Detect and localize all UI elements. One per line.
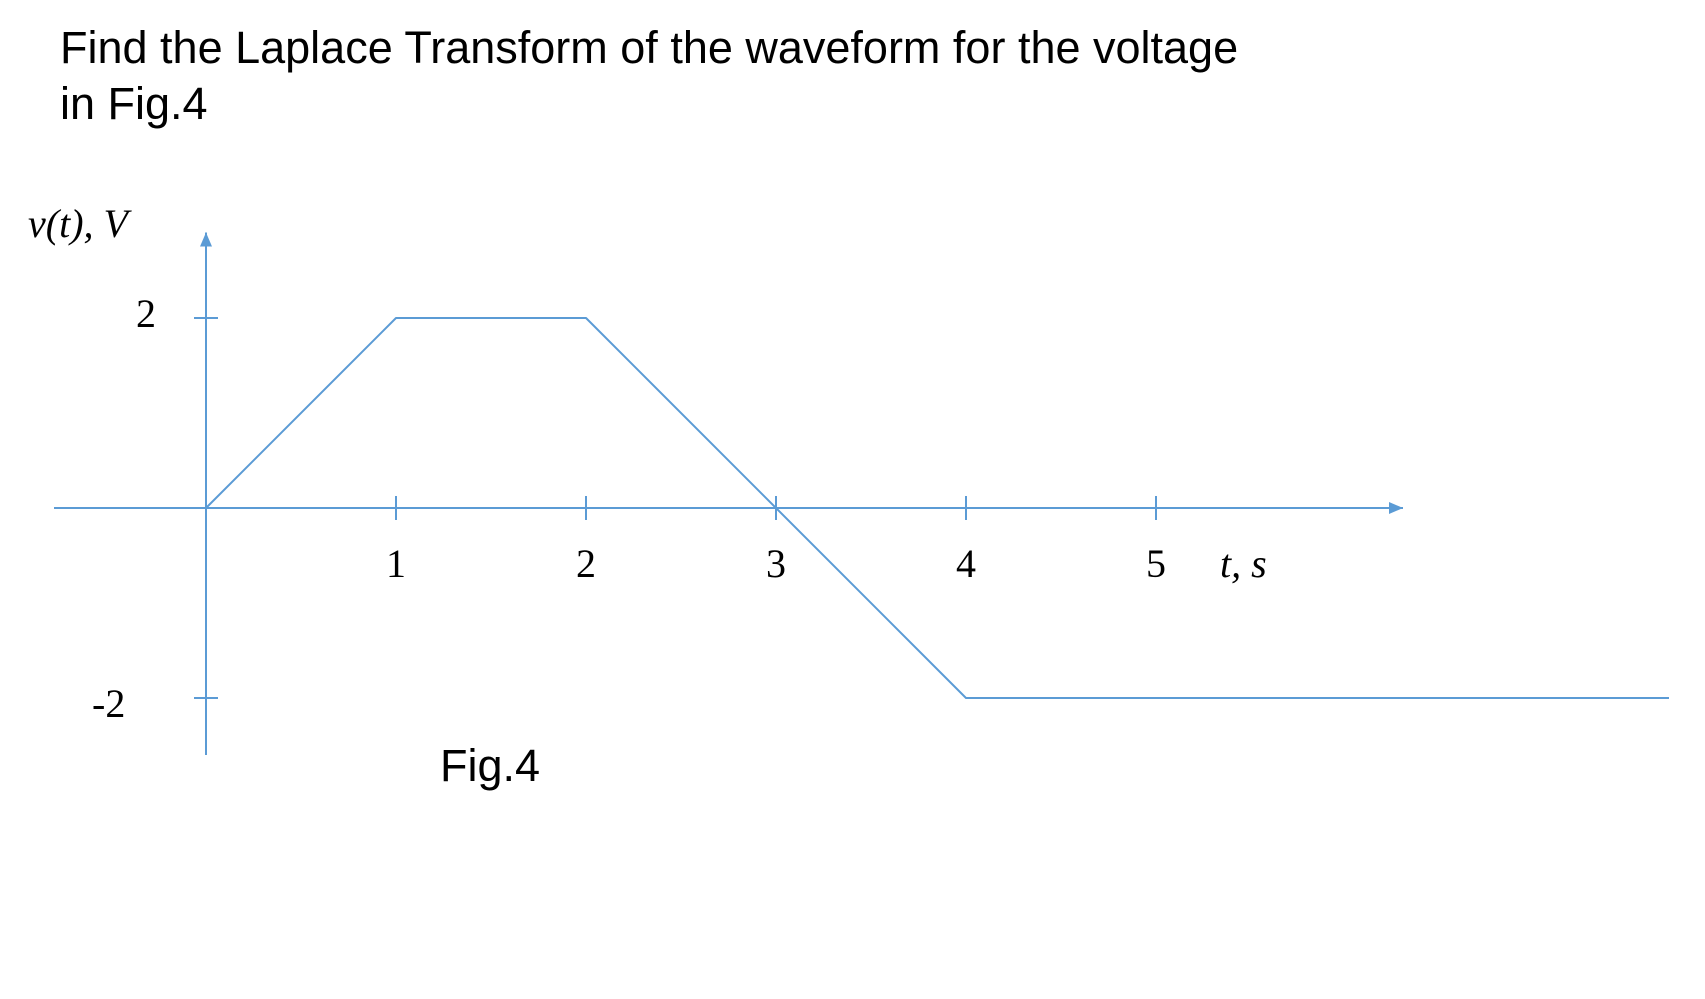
y-axis-label: v(t), V [28, 200, 128, 247]
x-tick-label-5: 5 [1146, 540, 1166, 587]
y-tick-label-pos2: 2 [136, 290, 156, 337]
x-tick-label-2: 2 [576, 540, 596, 587]
x-tick-label-3: 3 [766, 540, 786, 587]
waveform-plot [0, 0, 1705, 999]
x-axis-label: t, s [1220, 540, 1267, 587]
x-tick-label-1: 1 [386, 540, 406, 587]
x-tick-label-4: 4 [956, 540, 976, 587]
figure-caption: Fig.4 [440, 740, 540, 792]
y-tick-label-neg2: -2 [92, 680, 125, 727]
